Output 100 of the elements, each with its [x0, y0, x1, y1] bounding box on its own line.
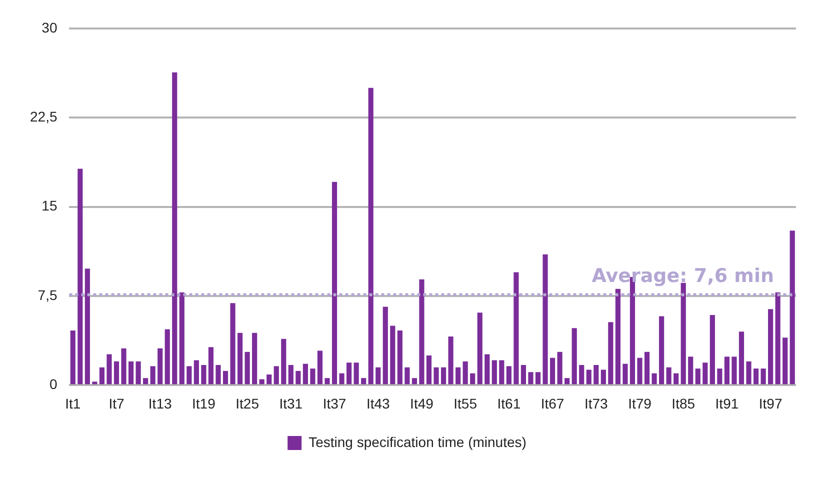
bar	[368, 88, 374, 384]
y-tick-label: 7,5	[38, 286, 58, 303]
bar	[244, 352, 250, 384]
bar	[492, 360, 497, 384]
bar	[92, 382, 98, 384]
y-tick-label: 15	[42, 198, 58, 214]
bar	[426, 355, 432, 384]
bar	[390, 326, 396, 384]
bar	[514, 272, 519, 384]
bar	[361, 378, 366, 384]
bar	[695, 368, 700, 384]
ref-line-label: Average: 7,6 min	[592, 265, 774, 288]
x-tick-label: It61	[497, 395, 521, 412]
bar	[542, 254, 548, 384]
x-tick-label: It25	[236, 395, 260, 412]
bar	[732, 356, 737, 384]
bar	[717, 368, 722, 384]
bar	[158, 348, 163, 384]
bar	[586, 370, 592, 384]
bar	[302, 364, 308, 384]
y-tick-label: 22,5	[30, 108, 58, 124]
bar	[768, 309, 774, 384]
bar	[600, 370, 606, 384]
bar	[70, 330, 76, 384]
bar	[746, 361, 752, 384]
bar	[608, 322, 614, 384]
bar	[644, 352, 650, 384]
bar	[419, 279, 424, 384]
bar	[237, 332, 243, 384]
bar	[164, 329, 170, 384]
bar	[106, 354, 112, 384]
bar	[579, 364, 584, 384]
bar	[456, 367, 461, 384]
bar	[564, 378, 570, 384]
bar	[332, 182, 338, 384]
bar	[448, 336, 454, 384]
bar	[674, 373, 679, 384]
bar	[84, 268, 90, 384]
x-tick-label: It43	[366, 395, 390, 412]
bar	[710, 315, 715, 384]
bar	[484, 354, 490, 384]
bar	[317, 350, 323, 384]
bar	[397, 330, 402, 384]
bar	[790, 230, 795, 384]
bar	[753, 368, 759, 384]
bar	[339, 373, 344, 384]
x-tick-label: It79	[628, 395, 652, 412]
bar	[652, 373, 657, 384]
x-tick-label: It1	[65, 395, 81, 412]
bar	[78, 168, 83, 384]
bar	[550, 358, 556, 384]
bar	[775, 292, 780, 384]
bar	[150, 366, 156, 384]
bar	[434, 367, 439, 384]
bar	[404, 367, 410, 384]
bar	[194, 360, 199, 384]
bar	[296, 370, 301, 384]
bar	[724, 356, 730, 384]
x-tick-label: It49	[410, 395, 434, 412]
x-tick-label: It19	[192, 395, 216, 412]
bar	[659, 316, 664, 384]
bar	[172, 72, 178, 384]
bar	[738, 332, 744, 384]
bar	[281, 338, 286, 384]
bar	[622, 364, 628, 384]
bar	[201, 364, 206, 384]
bar	[310, 368, 316, 384]
bar	[520, 364, 526, 384]
x-tick-label: It97	[758, 395, 782, 412]
bar	[506, 366, 512, 384]
x-tick-label: It31	[279, 395, 303, 412]
bar	[782, 338, 788, 384]
bar	[688, 356, 694, 384]
bar	[222, 370, 228, 384]
bar	[346, 362, 352, 384]
legend-label: Testing specification time (minutes)	[308, 434, 526, 450]
bar	[666, 367, 672, 384]
bar	[99, 367, 104, 384]
x-tick-label: It85	[672, 395, 696, 412]
bar	[136, 361, 141, 384]
bar	[252, 332, 258, 384]
bar	[535, 372, 541, 384]
bar	[208, 347, 214, 384]
bar	[470, 373, 476, 384]
x-tick-label: It91	[715, 395, 739, 412]
bar	[274, 366, 279, 384]
bar	[528, 372, 534, 384]
bar	[114, 361, 120, 384]
bar	[499, 360, 504, 384]
bar	[412, 378, 417, 384]
bar	[288, 364, 294, 384]
bar	[230, 303, 236, 384]
y-tick-label: 30	[42, 19, 58, 36]
bar	[382, 306, 388, 384]
bar	[128, 361, 134, 384]
bar	[760, 368, 766, 384]
bar	[477, 312, 482, 384]
bar	[702, 362, 708, 384]
x-tick-label: It67	[540, 395, 564, 412]
bar	[143, 378, 148, 384]
